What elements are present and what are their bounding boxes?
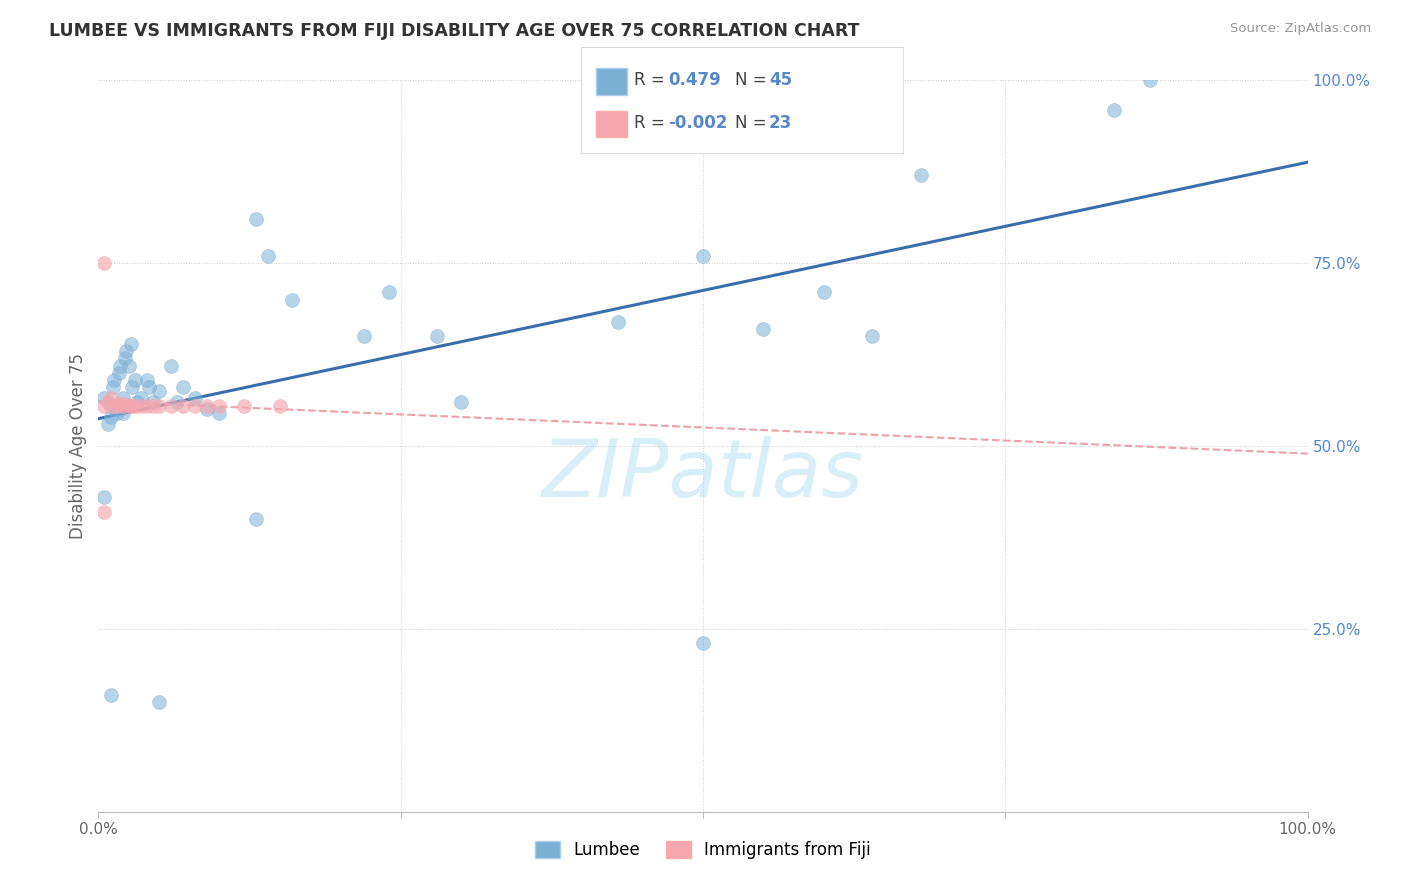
Text: R =: R = [634, 71, 671, 89]
Point [245, 512, 267, 526]
Point [172, 399, 194, 413]
Point [195, 399, 218, 413]
Point [103, 373, 125, 387]
Point [111, 406, 134, 420]
Point [269, 399, 291, 413]
Point [118, 359, 141, 373]
Point [160, 399, 183, 413]
Point [121, 399, 143, 413]
Point [93, 256, 115, 270]
Point [93, 392, 115, 406]
Point [121, 380, 143, 394]
Point [97, 417, 120, 431]
Point [692, 636, 714, 650]
Point [120, 336, 142, 351]
Y-axis label: Disability Age Over 75: Disability Age Over 75 [69, 353, 87, 539]
Point [111, 392, 134, 406]
Point [124, 373, 146, 387]
Point [184, 392, 207, 406]
Point [108, 366, 131, 380]
Text: N =: N = [735, 71, 772, 89]
Text: ZIPatlas: ZIPatlas [541, 436, 865, 515]
Point [752, 322, 775, 336]
Point [100, 399, 122, 413]
Point [114, 351, 136, 366]
Point [148, 695, 170, 709]
Point [1139, 73, 1161, 87]
Point [114, 396, 136, 410]
Text: R =: R = [634, 114, 671, 132]
Point [100, 392, 122, 406]
Point [232, 399, 254, 413]
Point [184, 399, 207, 413]
Point [450, 395, 472, 409]
Point [127, 395, 149, 409]
Text: N =: N = [735, 114, 772, 132]
Point [195, 402, 218, 417]
Point [172, 380, 194, 394]
Point [142, 399, 165, 413]
Point [105, 399, 128, 413]
Text: 45: 45 [769, 71, 792, 89]
Point [93, 399, 115, 413]
Point [111, 399, 134, 413]
Point [118, 399, 141, 413]
Point [208, 399, 231, 413]
Text: Source: ZipAtlas.com: Source: ZipAtlas.com [1230, 22, 1371, 36]
Point [135, 373, 157, 387]
Point [860, 329, 883, 343]
Point [97, 395, 120, 409]
Point [93, 490, 115, 504]
Point [813, 285, 835, 300]
Text: 0.479: 0.479 [668, 71, 721, 89]
Point [208, 406, 231, 420]
Point [129, 392, 152, 406]
Point [245, 212, 267, 227]
Point [101, 399, 124, 413]
Point [105, 406, 128, 420]
Point [166, 395, 188, 409]
Point [142, 395, 165, 409]
Point [692, 249, 714, 263]
Point [100, 409, 122, 424]
Point [353, 329, 375, 343]
Point [124, 399, 146, 413]
Point [105, 399, 128, 413]
Point [108, 396, 131, 410]
Text: 23: 23 [769, 114, 793, 132]
Text: -0.002: -0.002 [668, 114, 727, 132]
Point [910, 169, 932, 183]
Point [108, 359, 131, 373]
Point [160, 359, 183, 373]
Point [281, 293, 304, 307]
Point [377, 285, 399, 300]
Point [101, 380, 124, 394]
Point [129, 399, 152, 413]
Point [115, 343, 138, 358]
Point [93, 505, 115, 519]
Point [148, 399, 170, 413]
Point [256, 249, 278, 263]
Point [426, 329, 449, 343]
Point [607, 315, 630, 329]
Point [1102, 103, 1125, 117]
Point [148, 384, 170, 399]
Point [100, 688, 122, 702]
Point [135, 399, 157, 413]
Legend: Lumbee, Immigrants from Fiji: Lumbee, Immigrants from Fiji [529, 834, 877, 865]
Text: LUMBEE VS IMMIGRANTS FROM FIJI DISABILITY AGE OVER 75 CORRELATION CHART: LUMBEE VS IMMIGRANTS FROM FIJI DISABILIT… [49, 22, 859, 40]
Point [138, 380, 160, 394]
